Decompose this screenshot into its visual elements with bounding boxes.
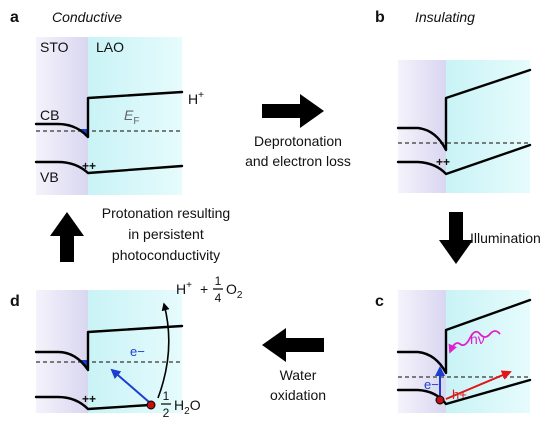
fraction-denominator: 2 <box>163 406 170 420</box>
fraction-numerator: 1 <box>163 389 170 403</box>
hole-arrow <box>445 370 512 400</box>
band-label: VB <box>40 169 59 185</box>
valence-band <box>396 143 532 176</box>
layer-label: LAO <box>96 39 124 55</box>
transition-4: Protonation resulting in persistent phot… <box>50 205 230 263</box>
transition-text: Protonation resulting <box>102 205 230 221</box>
sto-region <box>398 60 446 193</box>
valence-band <box>396 378 532 406</box>
conduction-band <box>34 90 184 139</box>
fermi-symbol: E <box>124 107 134 123</box>
layer-label: STO <box>40 39 69 55</box>
molecule-subscript: 2 <box>184 406 190 417</box>
lao-region <box>446 60 530 193</box>
hole <box>146 400 156 410</box>
molecule-symbol: O <box>226 281 237 297</box>
arrow-left <box>262 328 324 362</box>
electron-label: e− <box>130 344 145 359</box>
hole-label: h+ <box>452 387 467 402</box>
ion-charge: + <box>198 90 204 101</box>
transition-1: Deprotonation and electron loss <box>245 94 351 169</box>
transition-text: Deprotonation <box>254 133 342 149</box>
ion-symbol: H <box>188 91 198 107</box>
transition-3: Water oxidation <box>262 328 326 403</box>
band-label: CB <box>40 107 59 123</box>
panel-d: d ++ e− H+ + 1 4 O2 1 2 H2O <box>10 274 243 420</box>
reaction-arrow <box>157 302 170 399</box>
transition-text: and electron loss <box>245 153 351 169</box>
holes: ++ <box>436 155 450 169</box>
transition-text: Water <box>280 367 317 383</box>
reactant-molecule: H2O <box>174 397 201 417</box>
ion-charge: + <box>186 280 192 291</box>
conduction-band <box>34 324 184 372</box>
molecule-symbol: H <box>174 397 184 413</box>
fermi-label: EF <box>124 107 139 127</box>
panel-label: a <box>10 9 19 26</box>
conduction-band <box>396 68 532 152</box>
panel-b: b Insulating ++ <box>375 9 532 193</box>
panel-a: a Conductive STO LAO ++ CB VB EF H+ <box>10 9 204 195</box>
electron-arrow <box>110 368 150 403</box>
valence-band <box>34 160 184 175</box>
arrow-right <box>262 94 324 128</box>
electron-label: e− <box>424 377 439 392</box>
fermi-subscript: F <box>133 116 139 127</box>
panel-label: d <box>10 293 20 310</box>
product-ion: H+ <box>176 280 192 297</box>
molecule-symbol: O <box>190 397 201 413</box>
transition-text: Illumination <box>470 230 541 246</box>
photon <box>448 330 501 354</box>
state-label: Insulating <box>415 9 475 25</box>
holes: ++ <box>82 392 96 406</box>
plus-sign: + <box>200 281 208 297</box>
panel-c: c hν e− h+ <box>375 290 532 413</box>
transition-2: Illumination <box>439 212 541 264</box>
photon-label: hν <box>470 331 485 347</box>
fraction-denominator: 4 <box>215 291 222 305</box>
transition-text: photoconductivity <box>112 247 220 263</box>
transition-text: in persistent <box>128 226 204 242</box>
holes: ++ <box>82 159 96 173</box>
arrow-down <box>439 212 473 264</box>
ion-label: H+ <box>188 90 204 107</box>
panel-label: b <box>375 9 385 26</box>
valence-band <box>34 395 152 411</box>
arrow-up <box>50 212 84 262</box>
fraction-numerator: 1 <box>215 274 222 288</box>
molecule-subscript: 2 <box>237 290 243 301</box>
ion-symbol: H <box>176 281 186 297</box>
panel-label: c <box>375 293 384 310</box>
state-label: Conductive <box>52 9 122 25</box>
sto-region <box>36 37 88 195</box>
hole <box>435 395 445 405</box>
product-molecule: O2 <box>226 281 243 301</box>
conduction-band <box>396 298 532 375</box>
transition-text: oxidation <box>270 387 326 403</box>
